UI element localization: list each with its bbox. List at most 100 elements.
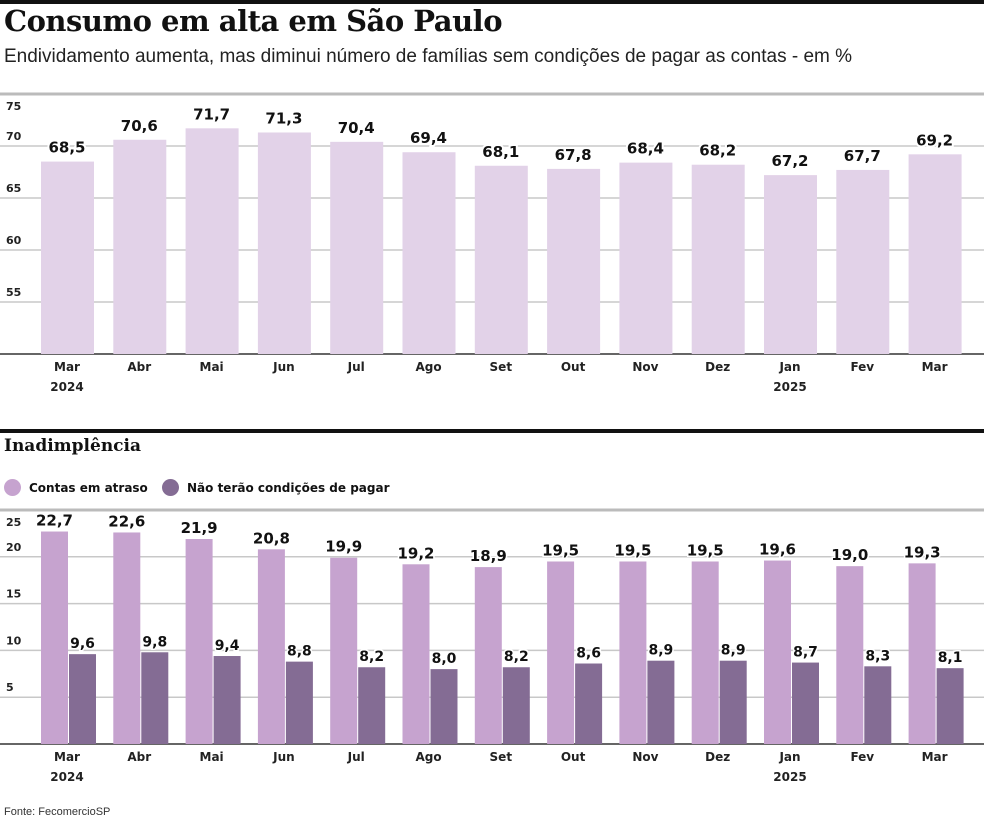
x-tick-label: Dez	[705, 360, 730, 374]
data-label: 19,3	[904, 543, 941, 561]
section-title: Inadimplência	[4, 436, 142, 456]
x-tick-label: Mar	[54, 750, 80, 764]
legend-label: Contas em atraso	[29, 480, 148, 495]
x-tick-label: Out	[561, 750, 586, 764]
data-label: 20,8	[253, 529, 290, 547]
chart-subtitle: Endividamento aumenta, mas diminui númer…	[4, 46, 853, 67]
bar	[41, 161, 94, 354]
bar	[474, 165, 528, 354]
y-tick-label: 65	[6, 182, 21, 195]
bar-sem-condicoes	[213, 656, 241, 744]
data-label: 8,7	[793, 645, 818, 661]
x-tick-label: Jul	[347, 360, 365, 374]
source-note: Fonte: FecomercioSP	[4, 806, 111, 818]
bar-sem-condicoes	[430, 669, 458, 744]
x-tick-label: Jan	[778, 750, 800, 764]
data-label: 8,2	[504, 649, 529, 665]
bar	[836, 169, 890, 354]
x-tick-label: Nov	[632, 360, 658, 374]
x-tick-label: Mar	[54, 360, 80, 374]
data-label: 67,7	[844, 147, 881, 165]
debt-chart: 55 60 65 70 75 Mar Abr Mai Jun Jul Ago Set Out Nov Dez…	[0, 92, 984, 394]
data-label: 8,2	[359, 649, 384, 665]
data-label: 22,6	[108, 512, 145, 530]
bar-atraso	[185, 539, 213, 744]
data-label: 21,9	[181, 519, 218, 537]
bar-atraso	[547, 561, 575, 744]
data-label: 19,5	[687, 541, 724, 559]
bar	[764, 175, 817, 354]
data-label: 67,2	[771, 152, 808, 170]
bar-sem-condicoes	[864, 666, 892, 744]
x-tick-label: Mai	[200, 360, 224, 374]
bar-sem-condicoes	[502, 667, 530, 744]
bar	[113, 139, 167, 354]
x-tick-label: Mar	[922, 360, 948, 374]
data-label: 68,4	[627, 140, 664, 158]
bar-sem-condicoes	[358, 667, 386, 744]
bar	[547, 168, 601, 354]
bar-sem-condicoes	[647, 660, 675, 744]
data-label: 69,2	[916, 131, 953, 149]
y-tick-label: 15	[6, 588, 21, 601]
data-label: 8,9	[648, 643, 673, 659]
data-label: 8,0	[432, 651, 457, 667]
x-tick-label: Ago	[415, 750, 441, 764]
bar	[330, 141, 384, 354]
x-tick-label: Fev	[850, 750, 874, 764]
data-label: 9,8	[142, 634, 167, 650]
x-tick-label: Nov	[632, 750, 658, 764]
y-tick-label: 70	[6, 130, 22, 143]
bar-atraso	[764, 560, 791, 744]
bar-atraso	[330, 557, 358, 744]
bar-atraso	[619, 561, 647, 744]
x-tick-label: Dez	[705, 750, 730, 764]
legend-atraso: Contas em atraso	[4, 479, 148, 496]
data-label: 71,3	[265, 109, 302, 127]
data-label: 9,6	[70, 636, 95, 652]
bar-atraso	[691, 561, 719, 744]
legend-label: Não terão condições de pagar	[187, 480, 390, 495]
bar-atraso	[402, 564, 430, 744]
x-tick-label: Set	[490, 360, 513, 374]
data-label: 19,2	[397, 544, 434, 562]
x-tick-label: Out	[561, 360, 586, 374]
bar-atraso	[474, 567, 502, 744]
data-label: 19,5	[614, 541, 651, 559]
legend-sem-condicoes: Não terão condições de pagar	[162, 479, 390, 496]
y-tick-label: 10	[6, 634, 22, 647]
top-rule	[0, 0, 984, 4]
data-label: 69,4	[410, 129, 447, 147]
bar-atraso	[836, 566, 864, 744]
bar-atraso	[113, 532, 141, 744]
data-label: 19,9	[325, 538, 362, 556]
data-label: 68,2	[699, 142, 736, 160]
bar-sem-condicoes	[141, 652, 169, 744]
data-label: 19,0	[831, 546, 868, 564]
y-tick-label: 25	[6, 516, 21, 529]
bar	[185, 128, 239, 354]
bar	[402, 152, 456, 354]
bar	[908, 154, 962, 354]
bar-sem-condicoes	[285, 661, 313, 744]
data-label: 8,9	[721, 643, 746, 659]
bar-sem-condicoes	[719, 660, 747, 744]
year-label: 2024	[50, 770, 83, 784]
data-label: 8,3	[865, 648, 890, 664]
x-tick-label: Jan	[778, 360, 800, 374]
x-tick-label: Abr	[127, 750, 151, 764]
bar-atraso	[41, 531, 68, 744]
bar	[619, 162, 673, 354]
bar-sem-condicoes	[69, 654, 96, 744]
x-tick-label: Set	[490, 750, 513, 764]
data-label: 67,8	[555, 146, 592, 164]
data-label: 68,5	[48, 139, 85, 157]
y-tick-label: 55	[6, 286, 21, 299]
y-tick-label: 75	[6, 100, 21, 113]
year-label: 2024	[50, 380, 83, 394]
data-label: 9,4	[215, 638, 240, 654]
bar-sem-condicoes	[936, 668, 964, 744]
x-tick-label: Fev	[850, 360, 874, 374]
data-label: 19,5	[542, 541, 579, 559]
